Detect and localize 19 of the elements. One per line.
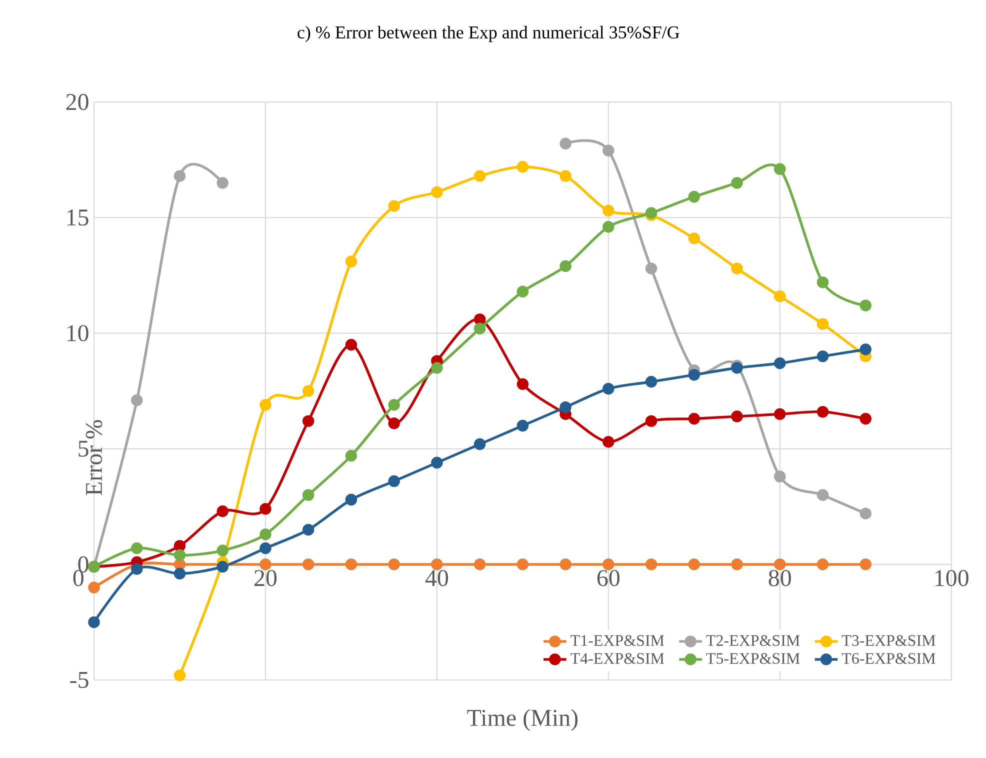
y-tick-label: 20 [66, 94, 88, 110]
legend-label: T2-EXP&SIM [706, 635, 800, 646]
legend-label: T1-EXP&SIM [570, 635, 664, 646]
y-tick-label: 10 [67, 325, 88, 342]
legend-label: T6-EXP&SIM [842, 653, 936, 664]
y-tick-label: 5 [78, 440, 88, 457]
y-tick-label: -5 [70, 672, 88, 688]
legend-label: T4-EXP&SIM [570, 653, 664, 664]
legend-label: T5-EXP&SIM [706, 653, 800, 664]
x-tick-label: 60 [597, 570, 620, 586]
legend-label: T3-EXP&SIM [842, 635, 936, 646]
y-tick-label: 15 [67, 210, 88, 226]
x-tick-label: 100 [935, 570, 968, 586]
x-tick-label: 80 [768, 570, 791, 586]
x-tick-label: 40 [425, 570, 448, 586]
x-axis-title: Time (Min) [467, 709, 578, 731]
y-tick-label: 0 [78, 556, 88, 572]
x-tick-label: 20 [254, 570, 277, 586]
chart-title: c) % Error between the Exp and numerical 35%SF/G [298, 26, 680, 42]
